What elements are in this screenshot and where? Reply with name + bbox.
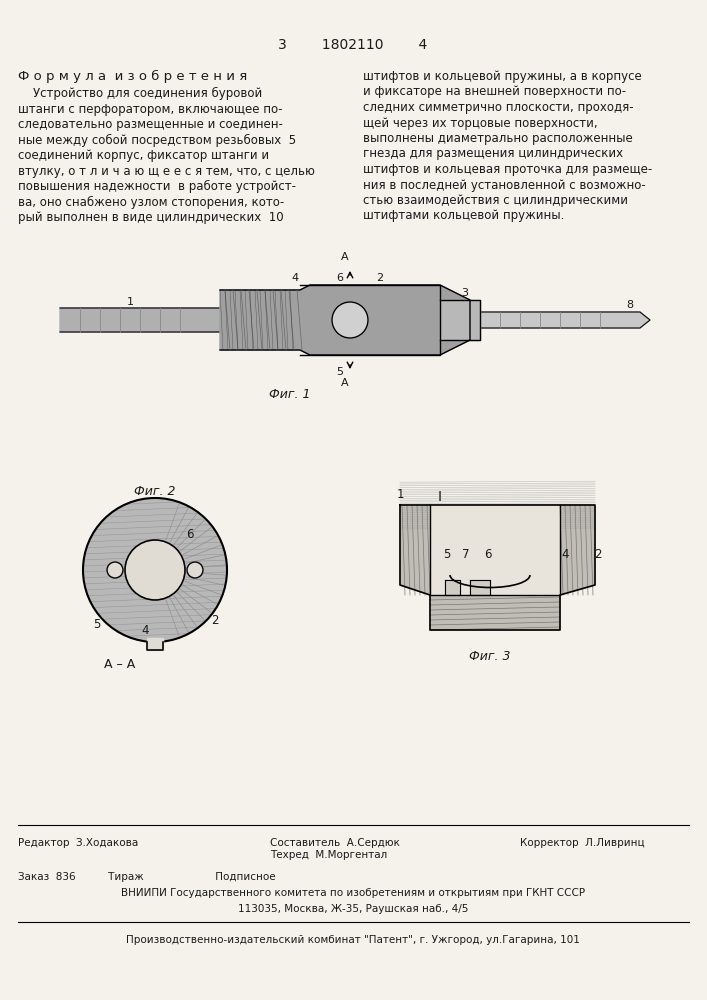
- Text: Корректор  Л.Ливринц: Корректор Л.Ливринц: [520, 838, 645, 848]
- Text: следовательно размещенные и соединен-: следовательно размещенные и соединен-: [18, 118, 283, 131]
- Text: 4: 4: [291, 273, 298, 283]
- Text: Ф о р м у л а  и з о б р е т е н и я: Ф о р м у л а и з о б р е т е н и я: [18, 70, 247, 83]
- Polygon shape: [440, 300, 480, 340]
- Text: А: А: [341, 378, 349, 388]
- Text: рый выполнен в виде цилиндрических  10: рый выполнен в виде цилиндрических 10: [18, 211, 284, 224]
- Text: Фиг. 1: Фиг. 1: [269, 388, 311, 401]
- Circle shape: [83, 498, 227, 642]
- Text: ВНИИПИ Государственного комитета по изобретениям и открытиям при ГКНТ СССР: ВНИИПИ Государственного комитета по изоб…: [121, 888, 585, 898]
- Text: 6: 6: [186, 528, 194, 542]
- FancyBboxPatch shape: [147, 638, 163, 650]
- Text: соединений корпус, фиксатор штанги и: соединений корпус, фиксатор штанги и: [18, 149, 269, 162]
- Text: А – А: А – А: [105, 658, 136, 671]
- Text: гнезда для размещения цилиндрических: гнезда для размещения цилиндрических: [363, 147, 623, 160]
- Circle shape: [332, 302, 368, 338]
- Text: 7: 7: [176, 578, 184, 591]
- Text: 4: 4: [141, 624, 148, 637]
- Text: ные между собой посредством резьбовых  5: ные между собой посредством резьбовых 5: [18, 133, 296, 147]
- Text: щей через их торцовые поверхности,: щей через их торцовые поверхности,: [363, 116, 597, 129]
- Text: Редактор  З.Ходакова: Редактор З.Ходакова: [18, 838, 139, 848]
- Text: 4: 4: [561, 548, 568, 562]
- Text: 5: 5: [93, 618, 100, 632]
- Polygon shape: [220, 285, 470, 355]
- Text: втулку, о т л и ч а ю щ е е с я тем, что, с целью: втулку, о т л и ч а ю щ е е с я тем, что…: [18, 164, 315, 178]
- Text: 5: 5: [443, 548, 450, 562]
- Polygon shape: [480, 312, 650, 328]
- Text: 1: 1: [396, 488, 404, 502]
- Text: 8: 8: [626, 300, 633, 310]
- Text: Составитель  А.Сердюк
Техред  М.Моргентал: Составитель А.Сердюк Техред М.Моргентал: [270, 838, 400, 860]
- Polygon shape: [470, 580, 490, 595]
- Circle shape: [187, 562, 203, 578]
- Circle shape: [125, 540, 185, 600]
- Text: Заказ  836          Тираж                      Подписное: Заказ 836 Тираж Подписное: [18, 872, 276, 882]
- Text: 113035, Москва, Ж-35, Раушская наб., 4/5: 113035, Москва, Ж-35, Раушская наб., 4/5: [238, 904, 468, 914]
- Text: выполнены диаметрально расположенные: выполнены диаметрально расположенные: [363, 132, 633, 145]
- Text: 5: 5: [337, 367, 344, 377]
- Text: 6: 6: [484, 548, 492, 562]
- Text: Производственно-издательский комбинат "Патент", г. Ужгород, ул.Гагарина, 101: Производственно-издательский комбинат "П…: [126, 935, 580, 945]
- Text: 2: 2: [376, 273, 384, 283]
- Text: стью взаимодействия с цилиндрическими: стью взаимодействия с цилиндрическими: [363, 194, 628, 207]
- Text: 2: 2: [595, 548, 602, 562]
- Text: ния в последней установленной с возможно-: ния в последней установленной с возможно…: [363, 178, 645, 192]
- Text: штифтов и кольцевая проточка для размеще-: штифтов и кольцевая проточка для размеще…: [363, 163, 653, 176]
- Text: штифтов и кольцевой пружины, а в корпусе: штифтов и кольцевой пружины, а в корпусе: [363, 70, 642, 83]
- Text: 1: 1: [127, 297, 134, 307]
- Text: следних симметрично плоскости, проходя-: следних симметрично плоскости, проходя-: [363, 101, 633, 114]
- Text: повышения надежности  в работе устройст-: повышения надежности в работе устройст-: [18, 180, 296, 193]
- Text: 3: 3: [462, 288, 469, 298]
- Text: 2: 2: [211, 613, 218, 626]
- Text: и фиксаторе на внешней поверхности по-: и фиксаторе на внешней поверхности по-: [363, 86, 626, 99]
- Text: 3        1802110        4: 3 1802110 4: [279, 38, 428, 52]
- Text: Устройство для соединения буровой: Устройство для соединения буровой: [18, 87, 262, 100]
- Text: Фиг. 3: Фиг. 3: [469, 650, 510, 663]
- Text: штанги с перфоратором, включающее по-: штанги с перфоратором, включающее по-: [18, 103, 283, 115]
- Circle shape: [107, 562, 123, 578]
- Polygon shape: [430, 505, 560, 595]
- Text: 7: 7: [462, 548, 469, 562]
- Polygon shape: [400, 505, 595, 630]
- Text: Фиг. 2: Фиг. 2: [134, 485, 176, 498]
- Polygon shape: [60, 308, 230, 332]
- Text: А: А: [341, 252, 349, 262]
- Text: I: I: [438, 490, 442, 504]
- Text: штифтами кольцевой пружины.: штифтами кольцевой пружины.: [363, 210, 564, 223]
- Text: 6: 6: [337, 273, 344, 283]
- Text: ва, оно снабжено узлом стопорения, кото-: ва, оно снабжено узлом стопорения, кото-: [18, 196, 284, 209]
- Polygon shape: [445, 580, 460, 595]
